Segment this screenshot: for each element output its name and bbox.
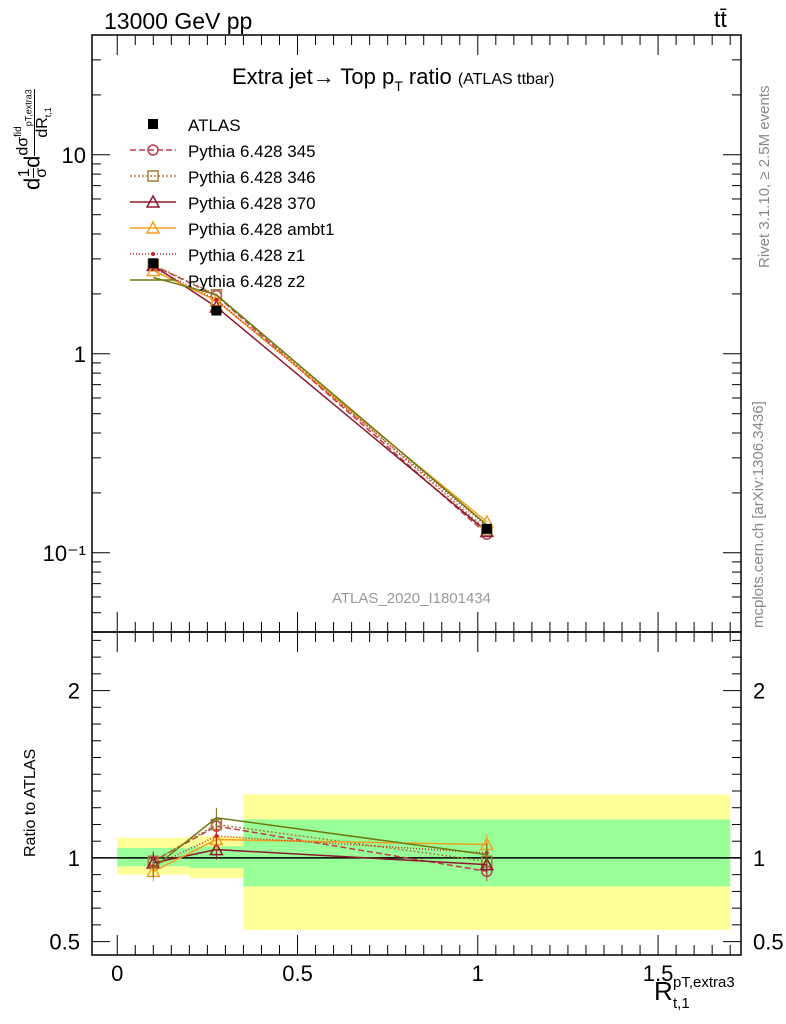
main-series-line-1 [152,264,488,535]
ratio-ytick-label: 1 [68,846,80,871]
ylabel-d2: d [19,155,45,168]
ylabel-frac2-num-sup: fid [13,126,24,137]
ylabel-frac2-num-sub: pT,extra3 [23,89,34,127]
main-panel: 10⁻¹ 1 10 ATLAS Pythia 6.428 345 Pythia 6.428… [43,34,742,633]
main-series-line-4 [152,269,488,523]
xlabel-main: R [654,976,673,1006]
ratio-panel: 0.5 0.5 1 1 2 2 0 0.5 1 1.5 [49,631,784,986]
data-point [481,523,492,534]
ratio-xtick-label: 1 [472,961,484,986]
legend-label-4: Pythia 6.428 ambt1 [188,220,334,239]
chart-title: Extra jet→ Top pT ratio (ATLAS ttbar) [232,64,555,94]
ylabel-frac1-num: 1 [15,167,35,178]
legend-marker-3 [145,194,161,208]
chart-title-small: (ATLAS ttbar) [457,71,555,88]
main-ytick-label: 1 [74,342,86,367]
ylabel-frac2-den: dRt,1 [33,89,54,155]
ylabel-frac2-den-main: dR [33,117,51,138]
legend-label-1: Pythia 6.428 345 [188,142,316,161]
ratio-xtick-label: 1.5 [643,961,674,986]
xlabel-sub: t,1 [673,995,690,1012]
main-ytick-label: 10⁻¹ [43,541,86,566]
legend-marker-1 [147,144,159,156]
ylabel-frac1-den: σ [33,167,51,178]
legend-label-5: Pythia 6.428 z1 [188,246,305,265]
main-series-line-5 [152,267,488,527]
chart-title-main: Extra jet→ Top p [232,64,395,89]
ratio-ytick-label: 0.5 [49,930,80,955]
ratio-ylabel: Ratio to ATLAS [22,748,39,857]
main-series-line-6 [153,276,488,526]
legend-label-2: Pythia 6.428 346 [188,168,316,187]
ylabel-frac2-num-d: dσ [14,136,32,156]
rivet-label: Rivet 3.1.10, ≥ 2.5M events [756,85,773,269]
ylabel-frac2: dσfidpT,extra3 dRt,1 [13,89,54,156]
ratio-ytick-label: 2 [68,679,80,704]
ylabel-d1: d [19,177,45,190]
legend-marker-2 [147,170,159,182]
legend-label-6: Pythia 6.428 z2 [188,272,305,291]
ratio-ytick-label-right: 0.5 [753,930,784,955]
energy-label: 13000 GeV pp [104,8,253,34]
analysis-watermark: ATLAS_2020_I1801434 [332,590,492,607]
xlabel-sup: pT,extra3 [673,974,735,991]
data-point [148,258,159,269]
main-ytick-label: 10 [62,143,86,168]
legend-label-3: Pythia 6.428 370 [188,194,316,213]
ratio-xtick-label: 0.5 [282,961,313,986]
chart-title-tail: ratio [402,64,452,89]
legend: ATLAS Pythia 6.428 345 Pythia 6.428 346 Pyt… [130,116,334,291]
legend-marker-5 [151,252,155,256]
legend-label-data: ATLAS [188,116,241,135]
main-ylabel: d 1 σ d dσfidpT,extra3 dRt,1 [13,89,54,190]
main-series-marker-5 [214,297,219,302]
process-label: tt̄ [714,6,727,32]
mcplots-label: mcplots.cern.ch [arXiv:1306.3436] [750,401,767,628]
ratio-ytick-label-right: 1 [753,846,765,871]
ratio-frame [91,631,742,956]
ratio-xtick-label: 0 [111,961,123,986]
ylabel-frac2-den-sub: t,1 [43,107,54,118]
legend-marker-4 [145,220,161,234]
chart-title-subscript: T [394,78,403,94]
main-series-line-3 [152,264,488,533]
ratio-ytick-label-right: 2 [753,679,765,704]
legend-marker-data [148,119,158,129]
data-point [211,305,222,316]
ylabel-frac2-num: dσfidpT,extra3 [13,89,35,156]
